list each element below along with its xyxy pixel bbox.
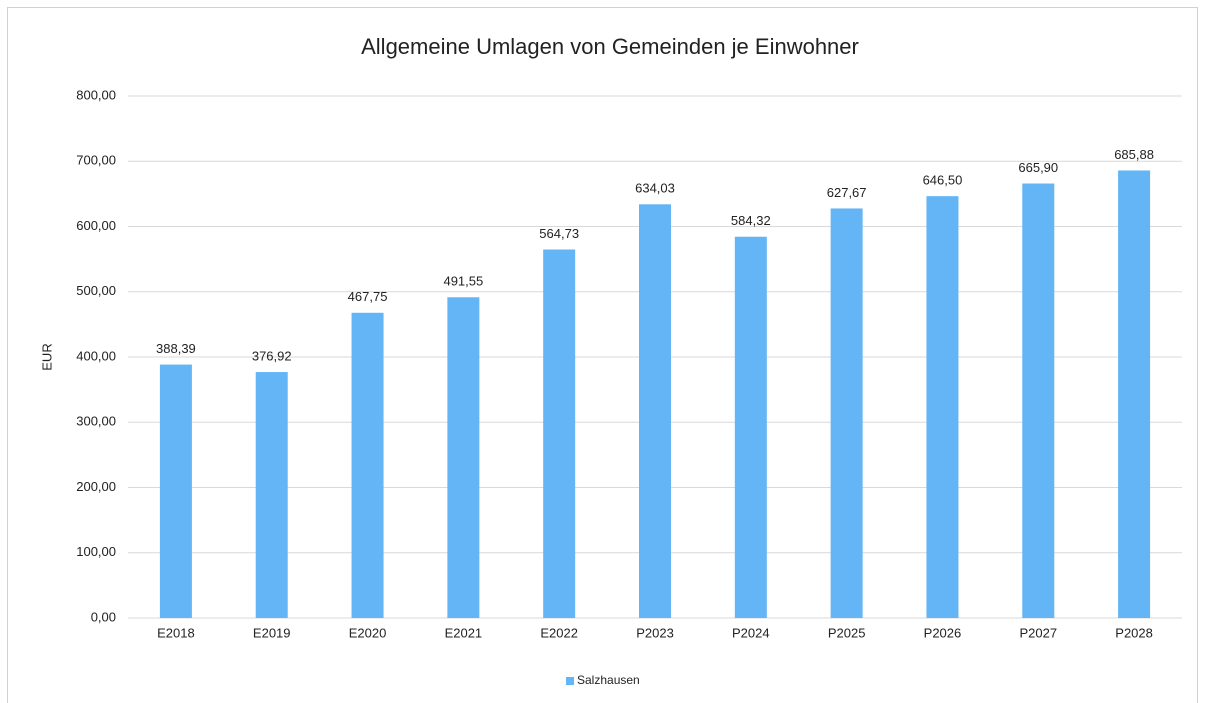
chart-frame <box>7 7 1198 703</box>
y-tick-label: 300,00 <box>76 414 116 429</box>
data-label: 564,73 <box>539 226 579 241</box>
data-label: 491,55 <box>443 274 483 289</box>
bar <box>447 297 480 618</box>
y-tick-label: 100,00 <box>76 544 116 559</box>
y-axis-label: EUR <box>39 343 54 370</box>
bar <box>926 196 959 618</box>
bar <box>543 249 576 618</box>
x-tick-label: E2019 <box>253 625 291 640</box>
y-tick-label: 800,00 <box>76 87 116 102</box>
data-label: 584,32 <box>731 213 771 228</box>
data-label: 627,67 <box>827 185 867 200</box>
y-tick-label: 0,00 <box>91 609 116 624</box>
x-tick-label: P2024 <box>732 625 770 640</box>
y-tick-label: 400,00 <box>76 348 116 363</box>
bar <box>159 364 192 618</box>
data-label: 634,03 <box>635 181 675 196</box>
x-tick-label: P2025 <box>828 625 866 640</box>
data-label: 685,88 <box>1114 147 1154 162</box>
y-tick-label: 200,00 <box>76 479 116 494</box>
data-label: 665,90 <box>1018 160 1058 175</box>
x-tick-label: E2022 <box>540 625 578 640</box>
data-label: 376,92 <box>252 348 292 363</box>
x-tick-label: E2021 <box>445 625 483 640</box>
x-tick-label: E2018 <box>157 625 195 640</box>
y-tick-label: 700,00 <box>76 153 116 168</box>
bar <box>351 312 384 618</box>
data-label: 388,39 <box>156 341 196 356</box>
legend-label: Salzhausen <box>577 673 640 687</box>
x-tick-label: E2020 <box>349 625 387 640</box>
data-label: 467,75 <box>348 289 388 304</box>
bar <box>830 208 863 619</box>
bar <box>639 204 671 619</box>
bar <box>1022 183 1055 618</box>
legend-swatch <box>566 677 574 685</box>
x-tick-label: P2026 <box>924 625 962 640</box>
y-tick-label: 500,00 <box>76 283 116 298</box>
bar <box>255 372 288 618</box>
chart-title: Allgemeine Umlagen von Gemeinden je Einw… <box>361 34 859 59</box>
bar <box>734 236 767 618</box>
bar <box>1118 170 1151 618</box>
data-label: 646,50 <box>923 173 963 188</box>
x-tick-label: P2027 <box>1019 625 1057 640</box>
y-tick-label: 600,00 <box>76 218 116 233</box>
x-tick-label: P2023 <box>636 625 674 640</box>
x-tick-label: P2028 <box>1115 625 1153 640</box>
